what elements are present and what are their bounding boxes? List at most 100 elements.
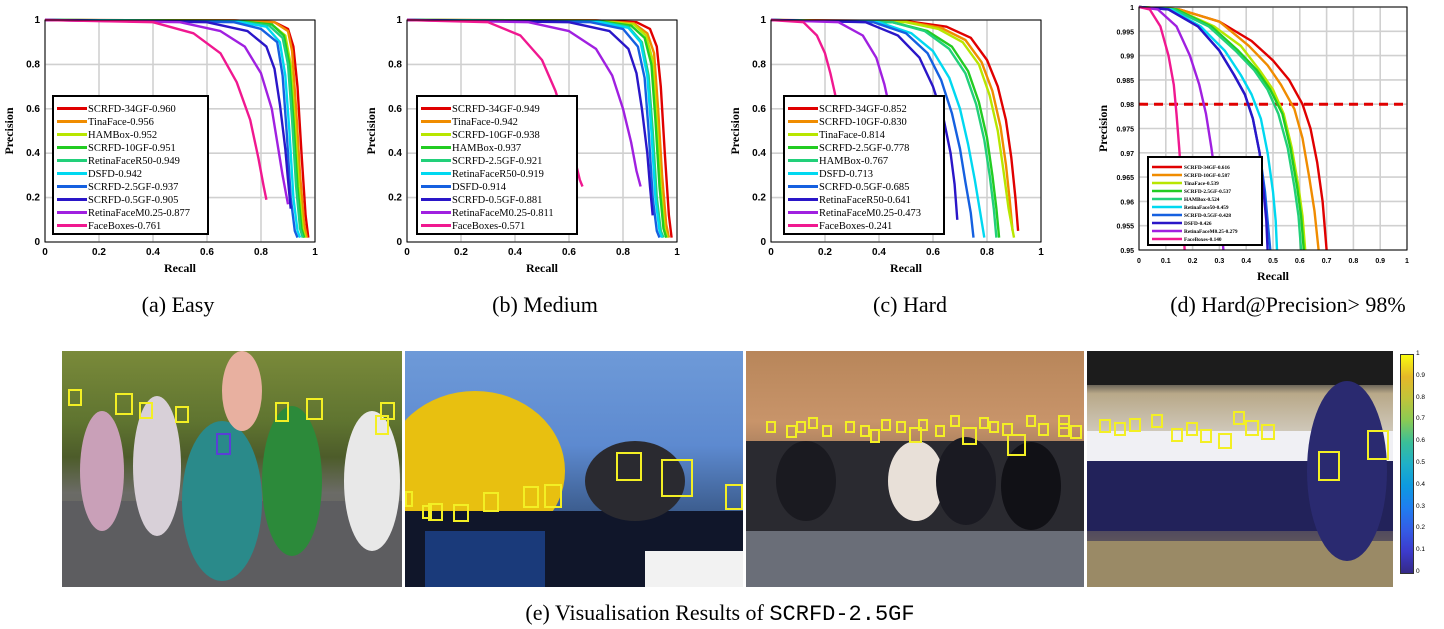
face-box [822,425,832,437]
x-tick-label: 1 [312,247,318,258]
y-tick-label: 0 [34,237,40,248]
series-line [1138,5,1303,251]
colorbar-tick-label: 0.1 [1416,546,1426,554]
face-box [989,421,999,433]
colorbar-tick-label: 1 [1416,350,1420,357]
colorbar-tick-label: 0.9 [1416,371,1426,379]
x-tick-label: 0.8 [1349,258,1359,265]
colorbar-tick-label: 0.3 [1416,502,1426,510]
colorbar-tick-label: 0.2 [1416,524,1426,532]
y-tick-label: 0.995 [1116,29,1134,36]
series-line [770,18,975,238]
x-tick-label: 0.3 [1215,258,1225,265]
caption-medium: (b) Medium [492,292,598,317]
legend-label: RetinaFaceM0.25-0.279 [1184,229,1238,235]
legend-label: SCRFD-34GF-0.852 [819,104,907,115]
face-box [1200,429,1212,443]
legend-label: HAMBox-0.524 [1184,197,1220,203]
series-line [770,18,959,220]
x-tick-label: 0.8 [616,247,630,258]
face-box [1233,411,1245,425]
photo-conference-scene [746,437,1084,587]
series-line [1138,5,1269,251]
face-box [909,427,922,443]
face-box [275,402,289,422]
legend-label: DSFD-0.713 [819,169,873,180]
legend-label: RetinaFaceR50-0.919 [452,169,544,180]
face-box [306,398,323,420]
face-box [175,406,189,423]
x-tick-label: 0.4 [508,247,522,258]
photo-rally-scene [405,391,743,587]
face-box [1245,420,1259,436]
y-tick-label: 0.2 [388,193,402,204]
face-box [1151,414,1163,428]
face-box [216,433,231,455]
face-box [139,402,153,419]
face-box [918,419,928,431]
y-axis-label: Precision [728,107,742,154]
legend-label: TinaFace-0.539 [1184,181,1219,187]
face-box [766,421,776,433]
x-tick-label: 0.6 [1295,258,1305,265]
x-tick-label: 0.7 [1322,258,1332,265]
colorbar-ticks: 1 0.9 0.8 0.7 0.6 0.5 0.4 0.3 0.2 0.1 0 [1416,350,1444,578]
photo-conference [746,351,1084,587]
face-box [483,492,499,512]
face-box [1058,415,1070,429]
y-tick-label: 0 [396,237,402,248]
legend-label: SCRFD-0.5GF-0.685 [819,182,909,193]
y-tick-label: 0.2 [26,193,40,204]
face-box [1218,433,1232,449]
y-tick-label: 0.4 [26,148,40,159]
face-box [428,503,443,521]
series-line [44,18,268,201]
colorbar [1400,354,1414,574]
series-line [406,18,661,239]
y-tick-label: 0.955 [1116,224,1134,231]
x-tick-label: 0.9 [1375,258,1385,265]
caption-easy: (a) Easy [141,292,215,317]
y-tick-label: 0.6 [388,104,402,115]
face-box [896,421,906,433]
legend-label: HAMBox-0.952 [88,130,157,141]
chart-medium: 0 0.2 0.4 0.6 0.8 1 0 0.2 0.4 0.6 0.8 1 Recall Precis… [362,0,702,290]
x-tick-label: 0.2 [92,247,106,258]
legend-label: SCRFD-2.5GF-0.537 [1184,189,1231,195]
y-tick-label: 0.4 [752,148,766,159]
face-box [725,484,743,510]
face-box [808,417,818,429]
colorbar-tick-label: 0.6 [1416,437,1426,445]
x-axis-label: Recall [526,261,559,275]
face-box [375,415,389,435]
x-tick-label: 0 [1137,258,1141,265]
caption-visualisation: (e) Visualisation Results of SCRFD-2.5GF [440,600,1000,627]
x-tick-label: 0.8 [980,247,994,258]
chart-easy: 0 0.2 0.4 0.6 0.8 1 0 0.2 0.4 0.6 0.8 1 Recall Precis… [0,0,340,290]
legend-label: SCRFD-34GF-0.616 [1184,165,1230,171]
legend-label: FaceBoxes-0.571 [452,221,525,232]
plot-frame [44,19,316,243]
y-tick-label: 0.98 [1120,102,1134,109]
series-line [44,18,290,205]
y-tick-label: 0.97 [1120,151,1134,158]
x-tick-label: 0.2 [454,247,468,258]
colorbar-tick-label: 0 [1416,568,1420,575]
legend-label: DSFD-0.914 [452,182,507,193]
face-box [523,486,539,508]
x-tick-label: 0.6 [562,247,576,258]
x-tick-label: 0.6 [926,247,940,258]
chart-easy-svg: 0 0.2 0.4 0.6 0.8 1 0 0.2 0.4 0.6 0.8 1 Recall Precis… [2,15,318,275]
y-tick-label: 0.965 [1116,175,1134,182]
y-tick-label: 0.8 [26,59,40,70]
y-tick-label: 0.99 [1120,54,1134,61]
legend-label: TinaFace-0.956 [88,117,154,128]
y-tick-label: 0.975 [1116,127,1134,134]
y-tick-label: 1 [760,15,766,26]
series-line [1138,5,1320,251]
face-box [1129,418,1141,432]
y-axis-label: Precision [2,107,16,154]
series-line [44,18,302,239]
face-box [881,419,891,431]
face-box [962,427,977,445]
